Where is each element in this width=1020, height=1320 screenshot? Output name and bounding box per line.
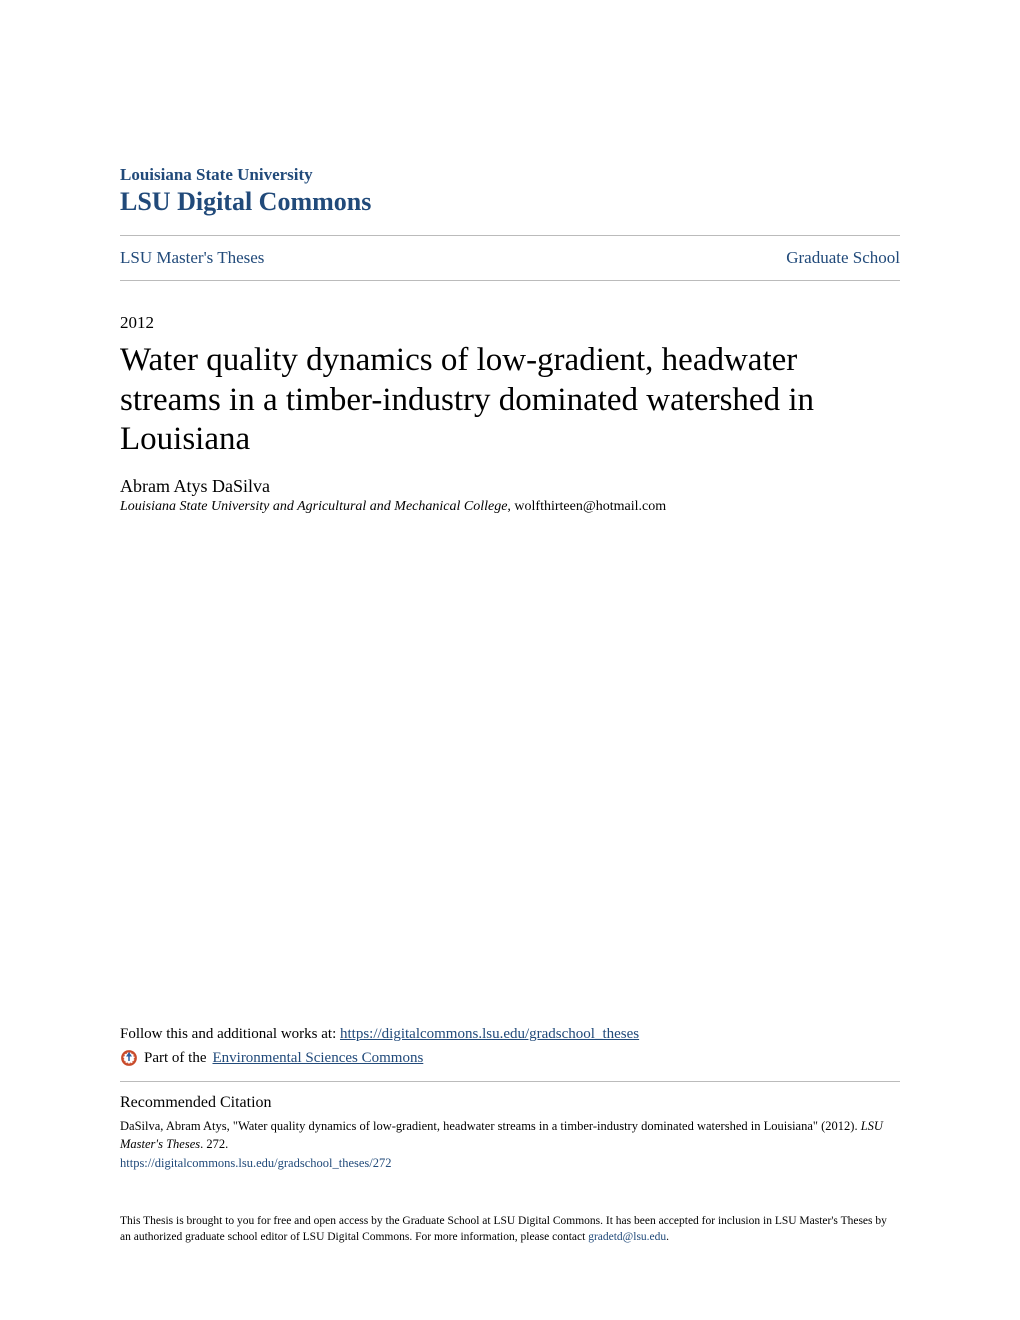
partof-link[interactable]: Environmental Sciences Commons xyxy=(212,1050,423,1067)
header-block: Louisiana State University LSU Digital C… xyxy=(120,165,900,217)
author-email: , wolfthirteen@hotmail.com xyxy=(507,499,666,514)
author-institution: Louisiana State University and Agricultu… xyxy=(120,499,507,514)
community-link[interactable]: Graduate School xyxy=(786,248,900,268)
footer-body: This Thesis is brought to you for free a… xyxy=(120,1215,887,1243)
divider-citation xyxy=(120,1081,900,1082)
university-name: Louisiana State University xyxy=(120,165,900,185)
author-affiliation: Louisiana State University and Agricultu… xyxy=(120,499,900,515)
citation-heading: Recommended Citation xyxy=(120,1094,900,1112)
site-name[interactable]: LSU Digital Commons xyxy=(120,187,900,217)
follow-prefix: Follow this and additional works at: xyxy=(120,1026,340,1042)
divider-nav xyxy=(120,280,900,281)
follow-line: Follow this and additional works at: htt… xyxy=(120,1026,900,1043)
author-name: Abram Atys DaSilva xyxy=(120,476,900,497)
citation-url[interactable]: https://digitalcommons.lsu.edu/gradschoo… xyxy=(120,1155,900,1173)
follow-link[interactable]: https://digitalcommons.lsu.edu/gradschoo… xyxy=(340,1026,639,1042)
footer-contact-link[interactable]: gradetd@lsu.edu xyxy=(588,1231,666,1243)
citation-text-1: DaSilva, Abram Atys, "Water quality dyna… xyxy=(120,1119,861,1133)
partof-row: Part of the Environmental Sciences Commo… xyxy=(120,1049,900,1067)
footer-period: . xyxy=(666,1231,669,1243)
breadcrumb: LSU Master's Theses Graduate School xyxy=(120,236,900,280)
network-icon xyxy=(120,1049,138,1067)
page-title: Water quality dynamics of low-gradient, … xyxy=(120,341,900,460)
partof-prefix: Part of the xyxy=(144,1050,206,1067)
publication-year: 2012 xyxy=(120,313,900,333)
collection-link[interactable]: LSU Master's Theses xyxy=(120,248,264,268)
lower-section: Follow this and additional works at: htt… xyxy=(120,1026,900,1245)
citation-text-2: . 272. xyxy=(200,1137,228,1151)
footer-text: This Thesis is brought to you for free a… xyxy=(120,1213,900,1245)
citation-body: DaSilva, Abram Atys, "Water quality dyna… xyxy=(120,1118,900,1173)
